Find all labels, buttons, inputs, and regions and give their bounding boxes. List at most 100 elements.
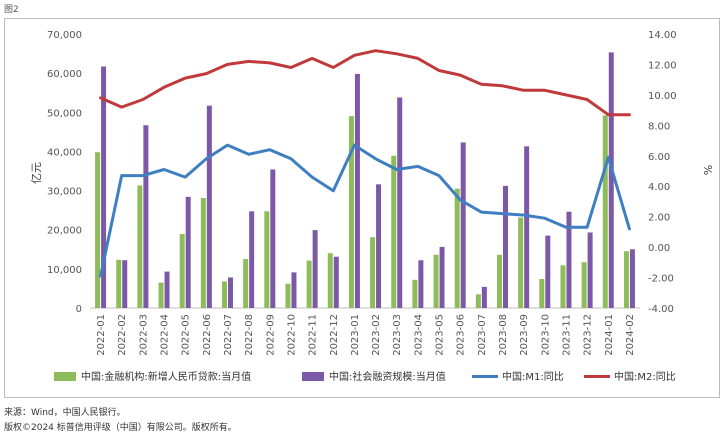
y-left-tick-label: 10,000 — [47, 265, 82, 276]
bar-loans — [137, 185, 143, 308]
legend-tsf-label: 中国:社会融资规模:当月值 — [329, 370, 446, 383]
x-tick-label: 2023-01 — [350, 314, 361, 356]
bar-tsf — [312, 230, 318, 308]
y-right-tick-label: 4.00 — [648, 182, 670, 193]
bar-tsf — [629, 249, 635, 308]
x-tick-label: 2023-02 — [371, 314, 382, 356]
bar-loans — [116, 259, 122, 308]
bar-tsf — [354, 73, 360, 308]
bar-tsf — [270, 169, 276, 308]
bar-loans — [158, 282, 164, 308]
y-right-tick-label: 6.00 — [648, 152, 670, 163]
bar-loans — [518, 217, 524, 308]
y-left-axis-label: 亿元 — [30, 162, 43, 184]
bar-tsf — [503, 185, 508, 308]
line-m1 — [99, 143, 631, 278]
chart-frame — [4, 18, 720, 398]
x-tick-label: 2022-06 — [202, 314, 213, 356]
y-left-tick-label: 40,000 — [47, 147, 82, 158]
bar-loans — [454, 188, 460, 308]
bar-tsf — [376, 184, 382, 308]
source-note: 来源：Wind，中国人民银行。 — [4, 408, 126, 418]
bar-loans — [497, 254, 502, 308]
bar-loans — [222, 281, 227, 308]
x-tick-label: 2023-11 — [561, 314, 572, 356]
bar-loans — [475, 294, 481, 308]
y-left-tick-label: 50,000 — [47, 108, 82, 119]
legend-loans-swatch — [54, 372, 76, 381]
bar-tsf — [460, 142, 466, 308]
bar-tsf — [439, 246, 445, 308]
x-tick-label: 2023-10 — [540, 314, 551, 356]
y-left-tick-label: 20,000 — [47, 226, 82, 237]
bar-tsf — [206, 105, 212, 308]
bar-tsf — [524, 146, 530, 308]
x-tick-label: 2023-07 — [477, 314, 488, 356]
bar-tsf — [101, 66, 107, 308]
bar-loans — [433, 254, 439, 308]
bar-loans — [560, 265, 566, 308]
bar-loans — [391, 155, 397, 308]
bar-loans — [95, 152, 101, 308]
y-right-tick-label: 2.00 — [648, 213, 670, 224]
y-right-tick-label: 0.00 — [648, 243, 670, 254]
x-tick-label: 2022-11 — [308, 314, 319, 356]
y-right-axis-label: % — [701, 165, 714, 175]
bar-loans — [539, 279, 545, 308]
x-tick-label: 2022-12 — [329, 314, 340, 356]
x-tick-label: 2022-02 — [117, 314, 128, 356]
bar-tsf — [249, 211, 255, 308]
bar-tsf — [481, 286, 487, 308]
x-tick-label: 2022-07 — [223, 314, 234, 356]
y-right-tick-label: 14.00 — [648, 30, 677, 41]
bar-loans — [179, 234, 185, 308]
line-m2 — [99, 49, 631, 117]
x-tick-label: 2022-10 — [286, 314, 297, 356]
legend-tsf-swatch — [302, 372, 324, 381]
bar-loans — [602, 115, 608, 308]
x-tick-label: 2023-03 — [392, 314, 403, 356]
y-right-tick-label: 10.00 — [648, 91, 677, 102]
figure-label: 图2 — [4, 5, 19, 15]
bar-loans — [623, 251, 629, 308]
x-tick-label: 2023-06 — [456, 314, 467, 356]
y-right-tick-label: -4.00 — [648, 304, 674, 315]
x-tick-label: 2024-01 — [604, 314, 615, 356]
legend-m1-label: 中国:M1:同比 — [502, 370, 564, 383]
bar-tsf — [185, 196, 191, 308]
y-left-tick-label: 30,000 — [47, 187, 82, 198]
bar-tsf — [566, 211, 572, 308]
legend-m2-label: 中国:M2:同比 — [614, 370, 676, 383]
y-left-tick-label: 60,000 — [47, 69, 82, 80]
legend-loans-label: 中国:金融机构:新增人民币贷款:当月值 — [81, 370, 251, 383]
bar-tsf — [122, 260, 128, 308]
x-tick-label: 2023-08 — [498, 314, 509, 356]
bar-loans — [348, 116, 354, 308]
x-tick-label: 2022-05 — [181, 314, 192, 356]
bar-loans — [200, 198, 206, 308]
bar-tsf — [143, 125, 149, 309]
y-left-tick-label: 0 — [76, 304, 82, 315]
x-tick-label: 2023-04 — [413, 314, 424, 356]
bar-tsf — [164, 271, 170, 308]
x-tick-label: 2023-12 — [583, 314, 594, 356]
y-right-tick-label: 12.00 — [648, 60, 677, 71]
bar-loans — [243, 259, 249, 308]
x-tick-label: 2022-09 — [265, 314, 276, 356]
y-left-tick-label: 70,000 — [47, 30, 82, 41]
bar-tsf — [397, 97, 403, 308]
x-tick-label: 2023-05 — [435, 314, 446, 356]
copyright-note: 版权©2024 标普信用评级（中国）有限公司。版权所有。 — [4, 423, 237, 433]
bar-loans — [306, 260, 312, 308]
chart: 0 10,000 20,000 30,000 40,000 50,000 60,000 70,… — [30, 30, 714, 383]
bar-tsf — [228, 277, 233, 308]
bar-tsf — [608, 52, 614, 309]
bar-loans — [412, 279, 418, 308]
x-tick-label: 2023-09 — [519, 314, 530, 356]
bar-loans — [581, 262, 587, 308]
bar-loans — [370, 237, 376, 308]
bar-loans — [285, 283, 291, 308]
bar-loans — [264, 211, 270, 308]
bar-tsf — [587, 232, 593, 308]
x-tick-label: 2022-04 — [160, 314, 171, 356]
